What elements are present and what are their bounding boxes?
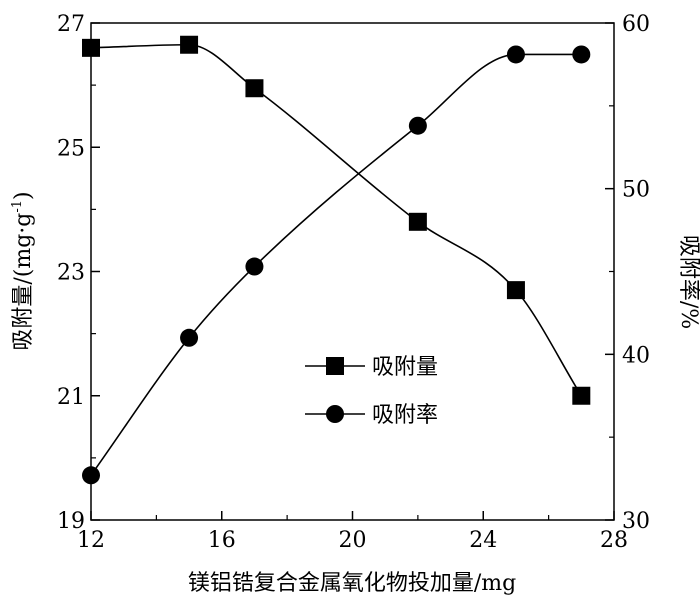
x-tick-label: 16 [208, 528, 236, 553]
data-point-square [245, 79, 264, 98]
x-tick-label: 20 [339, 528, 367, 553]
data-point-square [506, 281, 525, 300]
data-point-circle [245, 257, 264, 276]
markers-layer [82, 35, 591, 485]
x-tick-label: 24 [469, 528, 497, 553]
y-left-tick-label: 25 [57, 136, 85, 161]
ticks-layer: 12 16 20 24 28 19 21 23 25 27 30 40 50 60 [57, 12, 650, 553]
plot-frame [90, 22, 615, 521]
y-left-tick-label: 21 [57, 385, 85, 410]
legend: 吸附量 吸附率 [305, 355, 438, 428]
data-point-circle [572, 45, 591, 64]
legend-label-adsorption-rate: 吸附率 [372, 403, 438, 428]
data-point-square [180, 35, 199, 54]
data-point-circle [180, 328, 199, 347]
y-right-axis-title: 吸附率/% [676, 235, 700, 329]
y-right-tick-label: 60 [622, 12, 650, 37]
y-left-tick-label: 19 [57, 509, 85, 534]
data-point-square [572, 386, 591, 405]
y-left-axis-title: 吸附量/(mg·g-1) [10, 191, 36, 350]
series-line-adsorption-amount [90, 43, 582, 397]
x-axis-title: 镁铝锆复合金属氧化物投加量/mg [188, 571, 516, 596]
y-left-tick-label: 23 [57, 261, 85, 286]
legend-label-adsorption-amount: 吸附量 [372, 355, 438, 380]
y-right-tick-label: 40 [622, 343, 650, 368]
legend-square-marker [326, 357, 344, 375]
x-tick-label: 28 [600, 528, 628, 553]
y-right-tick-label: 30 [622, 509, 650, 534]
y-left-tick-label: 27 [57, 12, 85, 37]
data-point-circle [408, 116, 427, 135]
y-right-tick-label: 50 [622, 178, 650, 203]
x-tick-label: 12 [77, 528, 105, 553]
legend-circle-marker [326, 405, 344, 423]
data-point-circle [506, 45, 525, 64]
data-point-square [408, 212, 427, 231]
